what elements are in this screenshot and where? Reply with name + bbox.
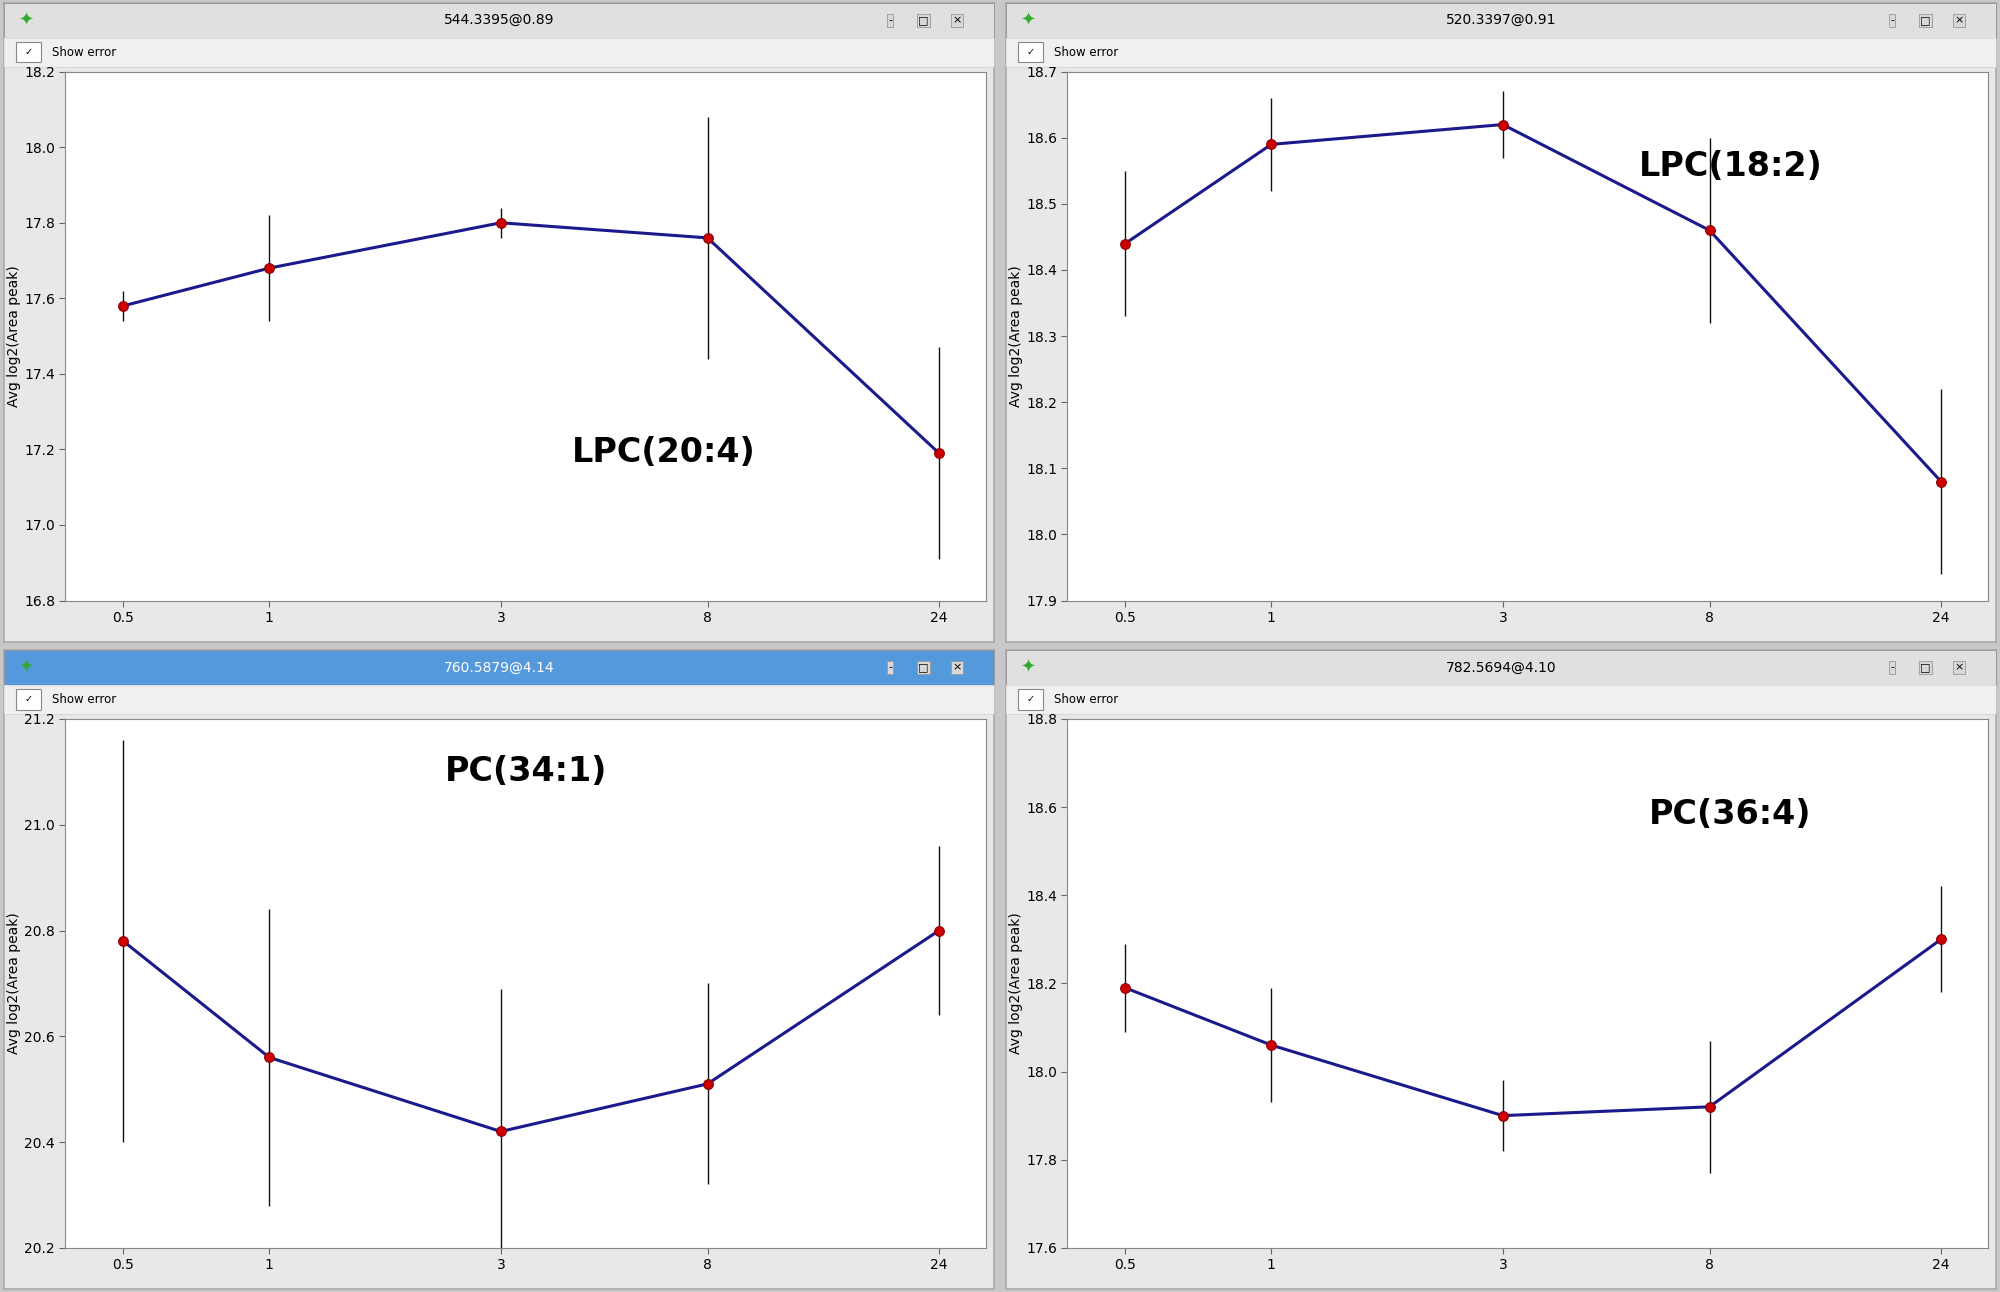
Y-axis label: Avg log2(Area peak): Avg log2(Area peak) — [1010, 265, 1024, 407]
Text: □: □ — [1920, 16, 1930, 25]
Text: Show error: Show error — [1054, 45, 1118, 58]
Y-axis label: Avg log2(Area peak): Avg log2(Area peak) — [1010, 912, 1024, 1054]
Text: ✓: ✓ — [24, 47, 32, 57]
FancyBboxPatch shape — [1018, 43, 1042, 62]
Text: -: - — [1890, 16, 1894, 25]
Text: PC(34:1): PC(34:1) — [444, 756, 606, 788]
Text: ×: × — [952, 16, 962, 25]
Text: Show error: Show error — [1054, 693, 1118, 705]
FancyBboxPatch shape — [16, 43, 40, 62]
Text: 782.5694@4.10: 782.5694@4.10 — [1446, 660, 1556, 674]
Text: ✓: ✓ — [1026, 694, 1034, 704]
Text: 760.5879@4.14: 760.5879@4.14 — [444, 660, 554, 674]
Text: ✦: ✦ — [1020, 12, 1034, 30]
Text: ×: × — [952, 663, 962, 672]
Text: □: □ — [918, 663, 928, 672]
Text: 544.3395@0.89: 544.3395@0.89 — [444, 13, 554, 27]
Text: □: □ — [918, 16, 928, 25]
FancyBboxPatch shape — [1018, 690, 1042, 709]
Y-axis label: Avg log2(Area peak): Avg log2(Area peak) — [8, 265, 22, 407]
FancyBboxPatch shape — [16, 690, 40, 709]
Text: ✦: ✦ — [18, 12, 32, 30]
Text: -: - — [888, 16, 892, 25]
Text: -: - — [1890, 663, 1894, 672]
Text: -: - — [888, 663, 892, 672]
Text: ✦: ✦ — [18, 659, 32, 677]
Text: ×: × — [1954, 663, 1964, 672]
Text: ✓: ✓ — [1026, 47, 1034, 57]
Text: □: □ — [1920, 663, 1930, 672]
Text: ✓: ✓ — [24, 694, 32, 704]
Text: ✦: ✦ — [1020, 659, 1034, 677]
Text: ×: × — [1954, 16, 1964, 25]
Text: LPC(18:2): LPC(18:2) — [1638, 150, 1822, 183]
Text: PC(36:4): PC(36:4) — [1650, 797, 1812, 831]
Text: Show error: Show error — [52, 45, 116, 58]
Text: 520.3397@0.91: 520.3397@0.91 — [1446, 13, 1556, 27]
Text: LPC(20:4): LPC(20:4) — [572, 435, 756, 469]
Y-axis label: Avg log2(Area peak): Avg log2(Area peak) — [8, 912, 22, 1054]
Text: Show error: Show error — [52, 693, 116, 705]
